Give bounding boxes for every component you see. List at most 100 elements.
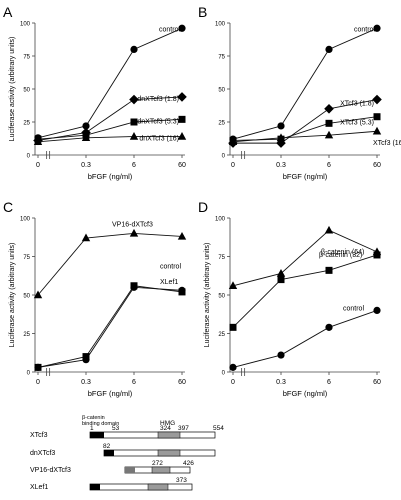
data-point-marker bbox=[129, 132, 139, 140]
hmg-block bbox=[157, 449, 181, 457]
data-point-marker bbox=[228, 137, 238, 145]
hmg-block bbox=[157, 431, 181, 439]
hmg-label: HMG bbox=[160, 420, 175, 427]
x-tick-label: 0 bbox=[36, 379, 40, 386]
x-tick-label: 6 bbox=[132, 379, 136, 386]
series-dnxtcf3-16: dnXTcf3 (16) bbox=[33, 132, 187, 145]
x-tick-label: 0 bbox=[231, 162, 235, 169]
series-line bbox=[232, 309, 378, 368]
x-tick-label: 6 bbox=[132, 162, 136, 169]
x-axis-label: bFGF (ng/ml) bbox=[283, 172, 328, 181]
data-point-marker bbox=[129, 228, 139, 237]
series-xtcf3-5-3: XTcf3 (5.3) bbox=[229, 113, 381, 144]
data-point-marker bbox=[373, 251, 381, 259]
y-tick-label: 0 bbox=[27, 371, 31, 377]
panel-letter: C bbox=[3, 199, 13, 215]
data-point-marker bbox=[277, 276, 285, 284]
y-tick-label: 50 bbox=[23, 88, 30, 94]
y-tick-label: 50 bbox=[23, 294, 30, 300]
series-xtcf3-1-8: XTcf3 (1.8) bbox=[228, 94, 382, 148]
y-tick-label: 0 bbox=[222, 371, 226, 377]
x-axis-label: bFGF (ng/ml) bbox=[88, 172, 133, 181]
construct-name: VP16-dXTcf3 bbox=[30, 467, 71, 474]
data-point-marker bbox=[34, 363, 42, 371]
y-tick-label: 75 bbox=[23, 55, 30, 61]
construct-xtcf3: XTcf3 1 53 324 397 554 bbox=[30, 425, 224, 439]
panel-letter: B bbox=[198, 4, 207, 20]
construct-xlef1: XLef1 373 bbox=[30, 477, 193, 491]
series-line bbox=[37, 285, 183, 368]
y-tick-label: 50 bbox=[218, 294, 225, 300]
series-line bbox=[37, 232, 183, 296]
data-point-marker bbox=[178, 288, 186, 296]
construct-bar bbox=[89, 483, 193, 491]
residue-number: 1 bbox=[90, 425, 94, 432]
series-line bbox=[232, 27, 378, 140]
data-point-marker bbox=[277, 122, 285, 130]
series-xlef1: XLef1 bbox=[34, 279, 186, 371]
data-point-marker bbox=[130, 282, 138, 290]
series-label: control bbox=[343, 305, 364, 312]
binding-domain-label: β-catenin bbox=[82, 415, 105, 421]
y-tick-label: 75 bbox=[218, 55, 225, 61]
data-point-marker bbox=[33, 290, 43, 299]
residue-number: 397 bbox=[178, 425, 189, 432]
series-label: XLef1 bbox=[160, 279, 178, 286]
series-line bbox=[232, 130, 378, 143]
series-label: control bbox=[159, 26, 180, 33]
data-point-marker bbox=[82, 353, 90, 361]
y-tick-label: 25 bbox=[23, 332, 30, 338]
data-point-marker bbox=[81, 233, 91, 242]
series-xtcf3-16: XTcf3 (16) bbox=[228, 126, 401, 147]
data-point-marker bbox=[229, 363, 237, 371]
x-tick-label: 0.3 bbox=[81, 162, 91, 169]
construct-vp16-dxtcf3: VP16-dXTcf3 272 426 bbox=[30, 460, 194, 474]
series-line bbox=[232, 229, 378, 287]
binding-domain-block bbox=[104, 450, 114, 456]
series-label: β-catenin (64) bbox=[321, 249, 364, 256]
x-tick-label: 0 bbox=[36, 162, 40, 169]
vp16-block bbox=[125, 467, 135, 473]
panel-b: B 0 25 50 75 100 0 0.3 6 60 bFGF (ng/ml) control XTc… bbox=[198, 4, 401, 181]
series-line bbox=[37, 286, 183, 368]
data-point-marker bbox=[324, 225, 334, 234]
series-label: control bbox=[160, 263, 181, 270]
panel-c: C 0 25 50 75 100 0 0.3 6 60 bFGF (ng/ml) Luciferase… bbox=[3, 199, 187, 398]
x-axis-label: bFGF (ng/ml) bbox=[88, 389, 133, 398]
y-tick-label: 100 bbox=[215, 217, 226, 223]
x-tick-label: 60 bbox=[178, 162, 186, 169]
y-tick-label: 100 bbox=[20, 22, 31, 28]
y-tick-label: 25 bbox=[23, 121, 30, 127]
x-tick-label: 0 bbox=[231, 379, 235, 386]
series-line bbox=[37, 27, 183, 139]
residue-number: 426 bbox=[183, 460, 194, 467]
data-point-marker bbox=[130, 118, 138, 126]
series-dnxtcf3-1-8: dnXTcf3 (1.8) bbox=[33, 92, 187, 146]
series-label: control bbox=[354, 26, 375, 33]
y-tick-label: 50 bbox=[218, 88, 225, 94]
x-tick-label: 6 bbox=[327, 162, 331, 169]
residue-number: 82 bbox=[103, 443, 111, 450]
x-tick-label: 0.3 bbox=[276, 379, 286, 386]
data-point-marker bbox=[177, 132, 187, 140]
series-line bbox=[37, 96, 183, 141]
residue-number: 324 bbox=[160, 425, 171, 432]
data-point-marker bbox=[130, 45, 138, 54]
x-tick-label: 6 bbox=[327, 379, 331, 386]
panel-d: D 0 25 50 75 100 0 0.3 6 60 bFGF (ng/ml) Luciferase… bbox=[198, 199, 382, 398]
binding-domain-block bbox=[90, 432, 104, 438]
residue-number: 272 bbox=[152, 460, 163, 467]
y-tick-label: 25 bbox=[218, 121, 225, 127]
data-point-marker bbox=[82, 122, 90, 130]
series-line bbox=[233, 99, 378, 144]
y-tick-label: 100 bbox=[20, 217, 31, 223]
data-point-marker bbox=[178, 24, 186, 32]
data-point-marker bbox=[33, 137, 43, 145]
x-tick-label: 60 bbox=[373, 162, 381, 169]
series-line bbox=[37, 136, 182, 143]
series-label: dnXTcf3 (5.3) bbox=[137, 118, 179, 125]
y-tick-label: 75 bbox=[23, 255, 30, 261]
y-tick-label: 0 bbox=[222, 154, 226, 160]
